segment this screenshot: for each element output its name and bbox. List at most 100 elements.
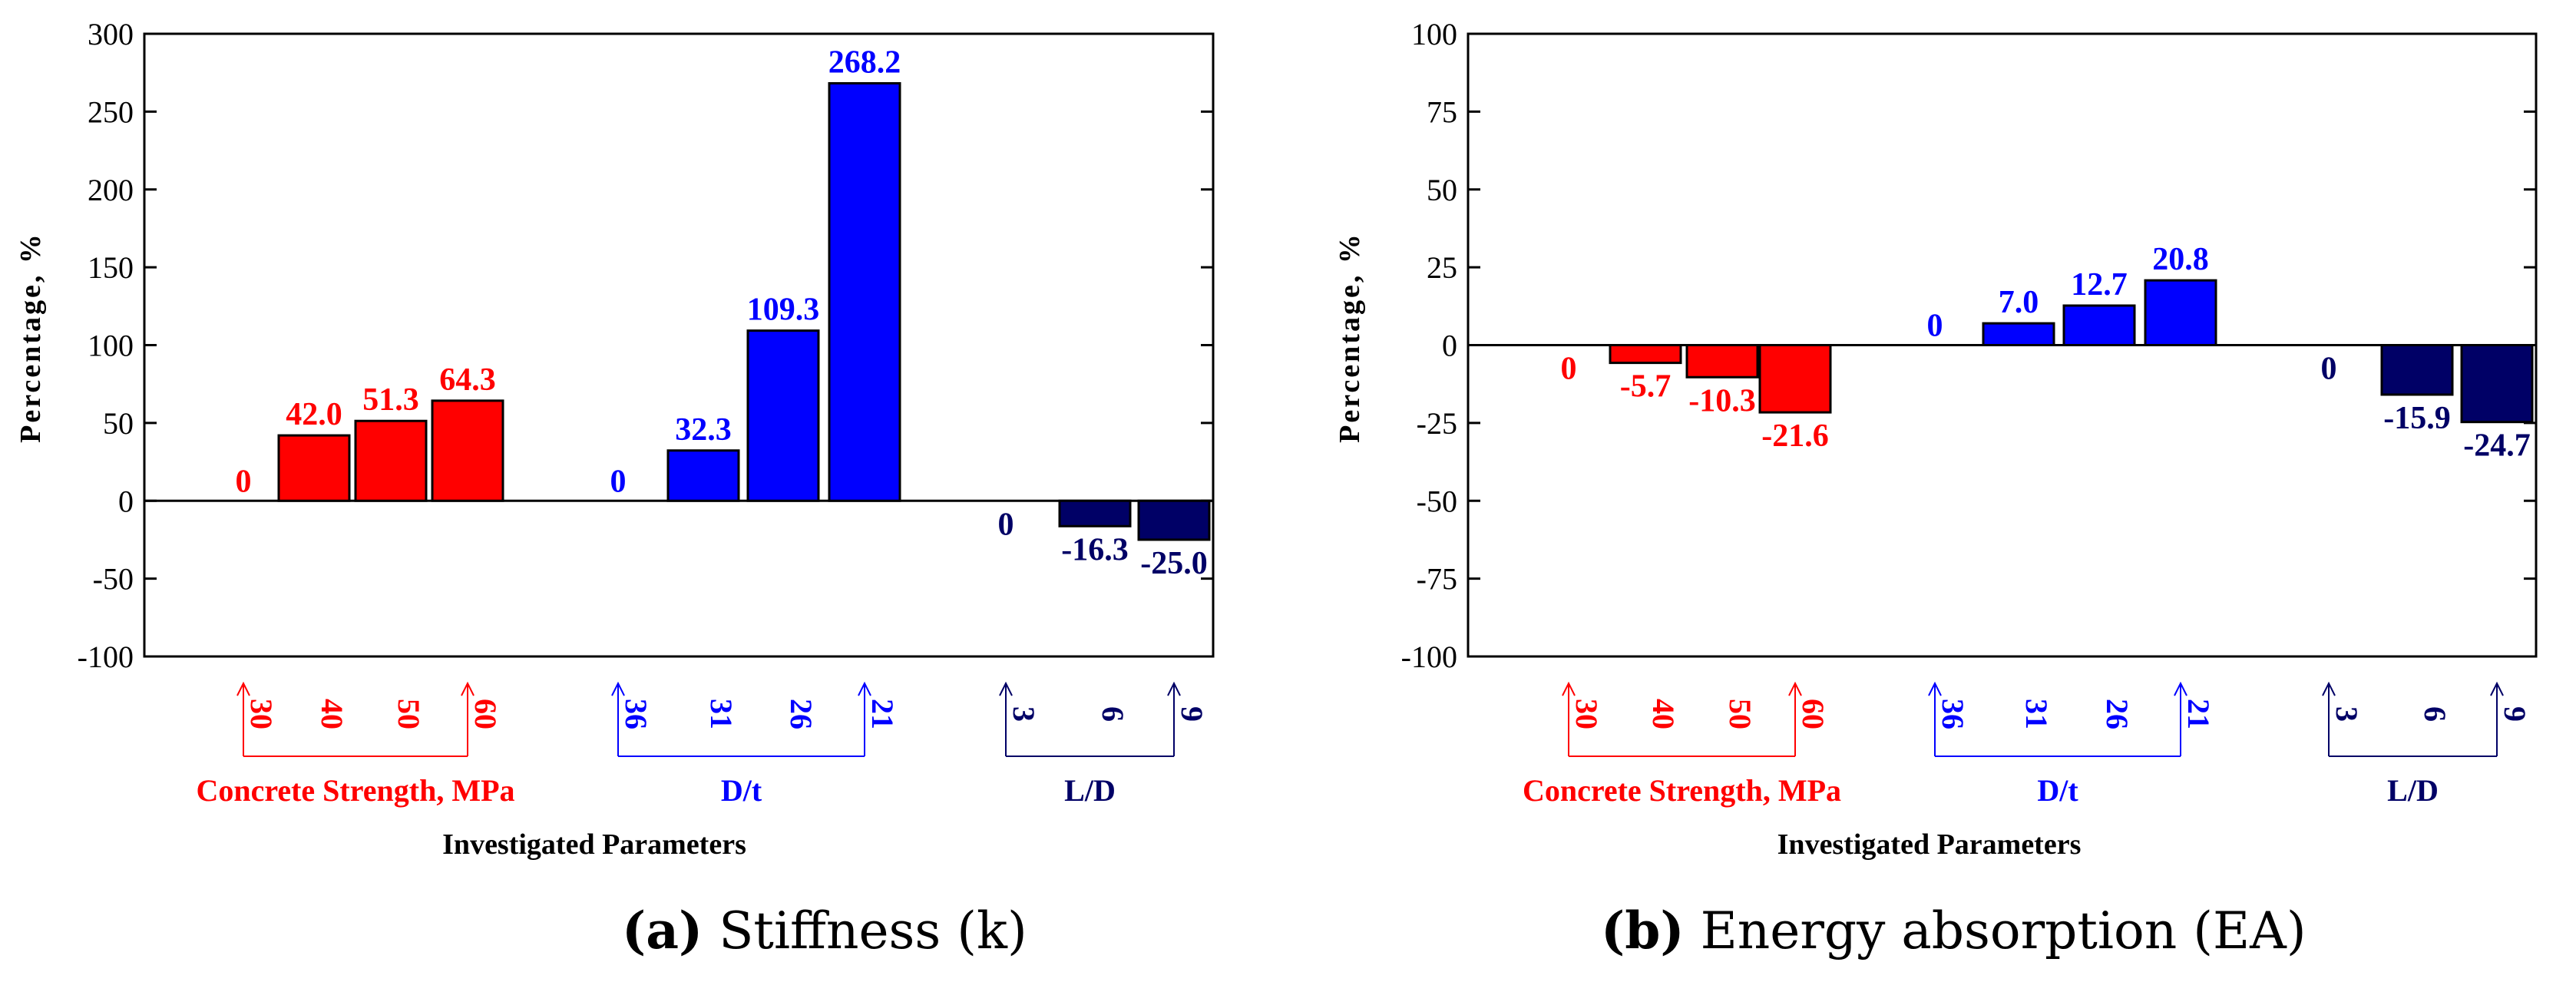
group-label: D/t: [2037, 773, 2078, 808]
y-tick-label: 250: [88, 94, 134, 129]
category-label: 60: [468, 699, 503, 729]
bar: [1137, 499, 1211, 541]
bar: [746, 329, 820, 502]
y-tick-label: 150: [88, 250, 134, 285]
category-label: 40: [315, 699, 349, 729]
bar: [1058, 499, 1132, 527]
data-label: 32.3: [675, 412, 732, 448]
data-label: 268.2: [828, 45, 901, 80]
category-label: 21: [2181, 699, 2216, 729]
bar: [1685, 344, 1759, 379]
group-label: Concrete Strength, MPa: [196, 773, 514, 808]
data-label: -16.3: [1061, 532, 1129, 567]
data-label: 0: [2321, 352, 2337, 387]
arrow-up-icon: [1788, 681, 1802, 696]
y-tick-label: -50: [93, 562, 134, 597]
data-label: 12.7: [2071, 267, 2128, 303]
data-label: 7.0: [1999, 285, 2039, 320]
data-label: 64.3: [439, 362, 496, 398]
bar: [277, 434, 351, 502]
category-label: 6: [2418, 706, 2452, 722]
bar: [2062, 304, 2136, 346]
y-tick-label: 25: [1427, 250, 1457, 285]
y-tick-label: -100: [78, 640, 134, 674]
data-label: 109.3: [747, 293, 820, 328]
caption-title: Energy absorption (EA): [1685, 901, 2306, 961]
category-label: 36: [619, 699, 653, 729]
data-label: -15.9: [2383, 401, 2451, 436]
y-tick-label: 300: [88, 17, 134, 51]
y-tick-label: 50: [103, 406, 134, 441]
bar: [354, 419, 428, 502]
y-axis-title: Percentage, %: [15, 232, 47, 443]
data-label: 0: [1561, 352, 1577, 387]
category-label: 50: [1723, 699, 1758, 729]
category-label: 21: [865, 699, 900, 729]
y-axis-title: Percentage, %: [1334, 232, 1366, 443]
arrow-up-icon: [2174, 681, 2187, 696]
category-label: 36: [1936, 699, 1970, 729]
data-label: -24.7: [2463, 428, 2531, 464]
y-tick-label: 0: [1442, 329, 1457, 363]
y-tick-label: 50: [1427, 173, 1457, 207]
caption-letter: (a): [622, 901, 703, 961]
bar: [2460, 344, 2534, 424]
group-label: L/D: [1064, 773, 1116, 808]
bar: [431, 399, 504, 502]
arrow-up-icon: [858, 681, 871, 696]
arrow-up-icon: [461, 681, 475, 696]
caption-letter: (b): [1601, 901, 1685, 961]
arrow-up-icon: [999, 681, 1013, 696]
category-label: 31: [704, 699, 739, 729]
data-label: 42.0: [286, 397, 342, 432]
data-label: 20.8: [2152, 242, 2209, 277]
caption: (a) Stiffness (k): [622, 901, 1027, 961]
category-label: 9: [2498, 706, 2532, 722]
category-label: 6: [1096, 706, 1130, 722]
bar: [828, 81, 901, 502]
data-label: -21.6: [1761, 418, 1829, 454]
arrow-up-icon: [611, 681, 625, 696]
category-label: 30: [244, 699, 279, 729]
caption-title: Stiffness (k): [703, 901, 1027, 961]
arrow-up-icon: [1167, 681, 1181, 696]
data-label: 0: [610, 464, 627, 499]
bar: [1982, 322, 2055, 346]
category-label: 40: [1646, 699, 1681, 729]
x-axis-title: Investigated Parameters: [1777, 828, 2082, 861]
data-label: 51.3: [362, 382, 419, 418]
category-label: 30: [1569, 699, 1604, 729]
category-label: 26: [2100, 699, 2135, 729]
arrow-up-icon: [1562, 681, 1576, 696]
data-label: -5.7: [1620, 369, 1672, 405]
data-label: 0: [236, 464, 252, 499]
plot-frame: [143, 32, 1215, 658]
y-tick-label: 100: [1411, 17, 1457, 51]
bar: [2144, 279, 2217, 347]
group-label: L/D: [2387, 773, 2439, 808]
data-label: 0: [1927, 309, 1943, 344]
arrow-up-icon: [236, 681, 250, 696]
category-label: 26: [784, 699, 818, 729]
data-label: 0: [998, 507, 1014, 542]
bar: [1758, 344, 1832, 414]
y-tick-label: -100: [1401, 640, 1457, 674]
group-label: Concrete Strength, MPa: [1523, 773, 1841, 808]
group-label: D/t: [721, 773, 762, 808]
x-axis-title: Investigated Parameters: [442, 828, 746, 861]
bar: [1609, 344, 1682, 365]
arrow-up-icon: [1928, 681, 1942, 696]
category-label: 3: [2330, 706, 2364, 722]
arrow-up-icon: [2490, 681, 2504, 696]
bar: [2380, 344, 2454, 396]
y-tick-label: -75: [1417, 562, 1457, 597]
category-label: 31: [2019, 699, 2054, 729]
category-label: 50: [392, 699, 426, 729]
category-label: 60: [1796, 699, 1830, 729]
y-tick-label: -50: [1417, 484, 1457, 518]
category-label: 9: [1175, 706, 1209, 722]
category-label: 3: [1007, 706, 1041, 722]
